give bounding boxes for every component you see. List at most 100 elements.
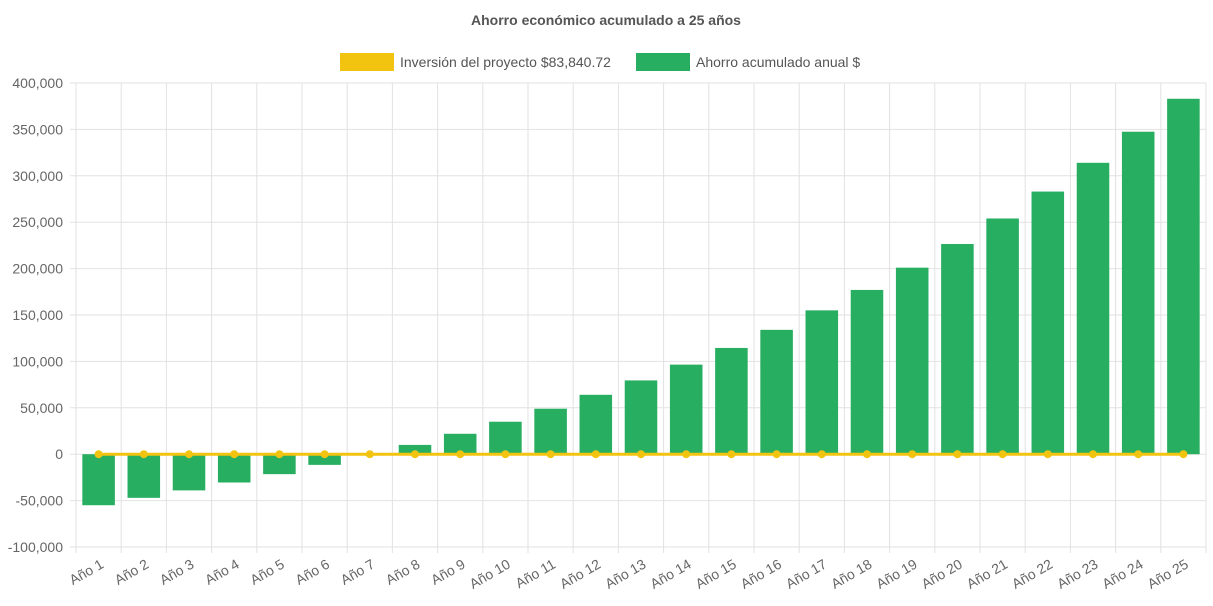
x-tick-label: Año 4	[202, 556, 242, 588]
investment-point[interactable]	[817, 450, 826, 459]
investment-point[interactable]	[320, 450, 329, 459]
investment-point[interactable]	[682, 450, 691, 459]
y-tick-label: -50,000	[16, 493, 64, 509]
investment-point[interactable]	[1043, 450, 1052, 459]
y-tick-label: 400,000	[12, 75, 63, 91]
x-tick-label: Año 22	[1009, 556, 1056, 592]
x-tick-label: Año 24	[1099, 556, 1146, 592]
x-tick-label: Año 18	[828, 556, 875, 592]
savings-bar[interactable]	[534, 408, 567, 455]
investment-point[interactable]	[275, 450, 284, 459]
savings-bar[interactable]	[669, 364, 703, 455]
x-tick-label: Año 6	[292, 556, 332, 588]
y-tick-label: 0	[55, 446, 63, 462]
investment-point[interactable]	[772, 450, 781, 459]
investment-point[interactable]	[139, 450, 148, 459]
savings-bar[interactable]	[263, 454, 296, 475]
x-tick-label: Año 15	[692, 556, 739, 592]
investment-point[interactable]	[727, 450, 736, 459]
x-tick-label: Año 10	[466, 556, 513, 592]
investment-point[interactable]	[546, 450, 555, 459]
y-tick-label: 150,000	[12, 307, 63, 323]
x-tick-label: Año 2	[112, 556, 152, 588]
bar-series	[82, 98, 1200, 506]
savings-bar[interactable]	[489, 421, 522, 455]
grid-layer	[70, 82, 1207, 553]
savings-bar[interactable]	[1076, 162, 1110, 455]
x-tick-label: Año 17	[783, 556, 830, 592]
investment-point[interactable]	[365, 450, 374, 459]
investment-point[interactable]	[1179, 450, 1188, 459]
x-tick-label: Año 19	[873, 556, 920, 592]
y-tick-label: 250,000	[12, 214, 63, 230]
x-tick-label: Año 1	[66, 556, 106, 588]
savings-bar[interactable]	[1031, 191, 1065, 455]
y-tick-label: 300,000	[12, 168, 63, 184]
savings-bar[interactable]	[760, 329, 793, 455]
investment-point[interactable]	[1134, 450, 1143, 459]
savings-bar[interactable]	[398, 444, 432, 455]
investment-point[interactable]	[953, 450, 962, 459]
investment-point[interactable]	[863, 450, 871, 459]
x-tick-label: Año 16	[738, 556, 785, 592]
savings-bar[interactable]	[895, 267, 929, 455]
x-tick-label: Año 21	[964, 556, 1011, 592]
x-tick-label: Año 5	[247, 556, 287, 588]
savings-bar[interactable]	[941, 244, 974, 455]
investment-point[interactable]	[185, 450, 193, 459]
investment-point[interactable]	[591, 450, 600, 459]
x-tick-label: Año 20	[918, 556, 965, 592]
y-tick-label: 50,000	[20, 400, 63, 416]
savings-bar[interactable]	[805, 310, 839, 455]
y-axis-ticks: 400,000 350,000 300,000 250,000 200,000 150,0…	[8, 75, 63, 555]
y-tick-label: -100,000	[8, 539, 63, 555]
line-series	[94, 450, 1188, 459]
investment-point[interactable]	[1089, 450, 1097, 459]
x-tick-label: Año 3	[157, 556, 197, 588]
legend-swatch-savings	[636, 53, 690, 71]
savings-bar[interactable]	[82, 454, 115, 506]
savings-bar[interactable]	[624, 380, 658, 455]
investment-point[interactable]	[94, 450, 103, 459]
y-tick-label: 350,000	[12, 121, 63, 137]
investment-point[interactable]	[411, 450, 419, 459]
investment-point[interactable]	[637, 450, 645, 459]
investment-point[interactable]	[908, 450, 917, 459]
legend-label-investment: Inversión del proyecto $83,840.72	[400, 54, 611, 70]
savings-bar[interactable]	[127, 454, 161, 498]
x-tick-label: Año 23	[1054, 556, 1101, 592]
legend-swatch-investment	[340, 53, 394, 71]
investment-point[interactable]	[456, 450, 465, 459]
x-tick-label: Año 9	[428, 556, 468, 588]
x-tick-label: Año 14	[647, 556, 694, 592]
legend-label-savings: Ahorro acumulado anual $	[696, 54, 860, 70]
savings-bar[interactable]	[1121, 131, 1155, 455]
savings-bar[interactable]	[1167, 98, 1200, 455]
x-tick-label: Año 25	[1144, 556, 1191, 592]
savings-bar[interactable]	[715, 347, 748, 455]
savings-bar[interactable]	[579, 394, 613, 455]
savings-bar[interactable]	[850, 289, 884, 455]
x-tick-label: Año 7	[338, 556, 378, 588]
x-tick-label: Año 13	[602, 556, 649, 592]
investment-point[interactable]	[998, 450, 1007, 459]
y-tick-label: 100,000	[12, 353, 63, 369]
x-tick-label: Año 12	[557, 556, 604, 592]
investment-point[interactable]	[501, 450, 510, 459]
investment-point[interactable]	[230, 450, 239, 459]
savings-bar[interactable]	[217, 454, 251, 483]
savings-bar[interactable]	[172, 454, 206, 491]
savings-bar[interactable]	[443, 433, 477, 455]
legend-item-savings[interactable]: Ahorro acumulado anual $	[636, 53, 860, 71]
savings-bar[interactable]	[308, 454, 341, 465]
legend: Inversión del proyecto $83,840.72 Ahorro…	[340, 53, 860, 71]
x-tick-label: Año 11	[513, 556, 559, 592]
y-tick-label: 200,000	[12, 261, 63, 277]
x-axis-ticks: Año 1 Año 2 Año 3 Año 4 Año 5 Año 6 Año 7 Año 8…	[66, 556, 1191, 592]
legend-item-investment[interactable]: Inversión del proyecto $83,840.72	[340, 53, 611, 71]
savings-bar[interactable]	[986, 218, 1019, 455]
chart-title: Ahorro económico acumulado a 25 años	[471, 12, 741, 28]
x-tick-label: Año 8	[383, 556, 423, 588]
